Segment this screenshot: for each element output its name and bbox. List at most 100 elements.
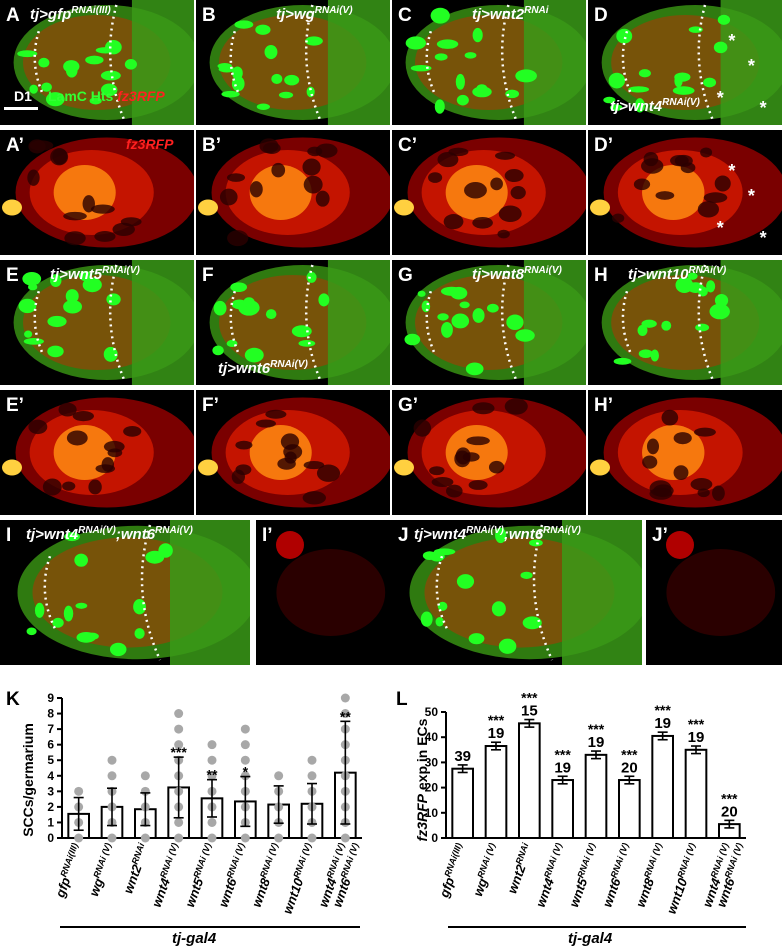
category-base: wnt5 — [182, 875, 206, 909]
genotype-label: tj>wgRNAi(V) — [276, 6, 353, 23]
panel-label: J — [398, 525, 409, 546]
category-base: wg — [86, 876, 106, 898]
data-point — [74, 833, 84, 843]
bar — [651, 734, 675, 839]
genotype-label: tj>wnt8RNAi(V) — [472, 266, 562, 283]
n-label: 19 — [588, 734, 605, 751]
genotype-text-2: ;wnt6 — [503, 526, 544, 543]
category-sup: RNAi (V) — [291, 842, 313, 880]
category-base: wnt2 — [120, 862, 144, 896]
micrograph-panel-j2: J’ — [646, 520, 782, 665]
panel-label: G’ — [398, 395, 419, 416]
panel-label: G — [398, 265, 413, 286]
panel-label: D — [594, 5, 608, 26]
category-label: wnt6RNAi (V) — [215, 842, 253, 910]
data-point — [140, 833, 150, 843]
panel-label: B’ — [202, 135, 221, 156]
data-point — [107, 771, 117, 781]
y-tick-label: 3 — [47, 784, 54, 798]
genotype-superscript: RNAi — [524, 5, 549, 16]
data-point — [340, 833, 350, 843]
data-point — [240, 724, 250, 734]
micrograph-image — [209, 0, 390, 125]
micrograph-image — [409, 520, 642, 665]
category-sup: RNAi (V) — [158, 842, 180, 880]
micrograph-image — [17, 520, 250, 665]
n-label: 20 — [621, 759, 638, 776]
genotype-text: tj>wnt10 — [628, 266, 689, 283]
micrograph-panel-a2: A’ fz3RFP — [0, 130, 194, 255]
asterisk-marker: * — [747, 186, 755, 207]
genotype-text: tj>gfp — [30, 6, 72, 23]
data-point — [240, 755, 250, 765]
category-sup: RNAi (V) — [91, 842, 113, 880]
asterisk-marker: * — [728, 161, 736, 182]
data-point — [174, 740, 184, 750]
scale-bar-label: D1 — [14, 88, 32, 104]
genotype-text: tj>wg — [276, 6, 315, 23]
scale-bar: D1 — [4, 88, 38, 110]
category-label: wnt4RNAi (V) — [532, 842, 570, 910]
y-tick-label: 50 — [425, 705, 439, 719]
category-sup: RNAi (V) — [575, 842, 597, 880]
genotype-superscript: RNAi(V) — [662, 97, 700, 108]
data-point — [140, 771, 150, 781]
category-base: wnt6 — [599, 875, 623, 909]
genotype-superscript: RNAi(III) — [71, 5, 111, 16]
significance-label: *** — [521, 690, 538, 706]
k-footer-line — [60, 926, 360, 928]
micrograph-image — [209, 260, 390, 385]
category-sup: RNAi (V) — [542, 842, 564, 880]
bar — [618, 779, 641, 839]
category-base: wnt8 — [633, 875, 657, 909]
panel-label: B — [202, 5, 216, 26]
lamc-hts-label: LamC Hts — [48, 88, 114, 104]
bar — [451, 767, 474, 839]
significance-label: *** — [654, 702, 671, 718]
fz3rfp-channel-label: fz3RFP — [126, 136, 174, 152]
stain-legend: LamC Hts fz3RFP — [48, 88, 165, 104]
data-point — [174, 724, 184, 734]
panel-label-k: K — [6, 689, 20, 710]
significance-label: *** — [170, 744, 187, 760]
significance-label: *** — [721, 790, 738, 806]
n-label: 19 — [654, 715, 671, 732]
panel-label: A’ — [6, 135, 24, 156]
micrograph-image — [276, 531, 386, 636]
genotype-label: tj>wnt4RNAi(V);wnt6RNAi(V) — [414, 526, 581, 543]
genotype-text: tj>wnt6 — [218, 360, 271, 377]
genotype-text: tj>wnt5 — [50, 266, 103, 283]
genotype-text: tj>wnt4 — [610, 98, 663, 115]
micrograph-image — [666, 531, 776, 636]
genotype-text: tj>wnt4 — [414, 526, 467, 543]
category-base: wg — [470, 876, 490, 898]
asterisk-marker: * — [716, 217, 724, 238]
panel-label: H — [594, 265, 608, 286]
significance-label: *** — [621, 746, 638, 762]
data-point — [207, 771, 217, 781]
category-label: gfpRNAi(III) — [435, 842, 469, 901]
micrograph-image — [590, 137, 782, 248]
y-tick-label: 9 — [47, 691, 54, 705]
category-base: gfp — [52, 875, 73, 900]
genotype-text: tj>wnt2 — [472, 6, 525, 23]
micrograph-panel-b2: B’ — [196, 130, 390, 255]
significance-label: ** — [207, 767, 218, 783]
category-label: wnt4RNAi (V) — [148, 842, 186, 910]
data-point — [340, 709, 350, 719]
bar — [684, 748, 708, 839]
significance-label: *** — [688, 716, 705, 732]
category-sup: RNAi (V) — [675, 842, 697, 880]
n-label: 19 — [554, 759, 571, 776]
asterisk-marker: * — [747, 56, 755, 77]
panel-label: F’ — [202, 395, 219, 416]
micrograph-image — [13, 0, 194, 125]
panel-label: H’ — [594, 395, 613, 416]
genotype-superscript: RNAi(V) — [78, 525, 116, 536]
micrograph-image — [394, 137, 586, 248]
